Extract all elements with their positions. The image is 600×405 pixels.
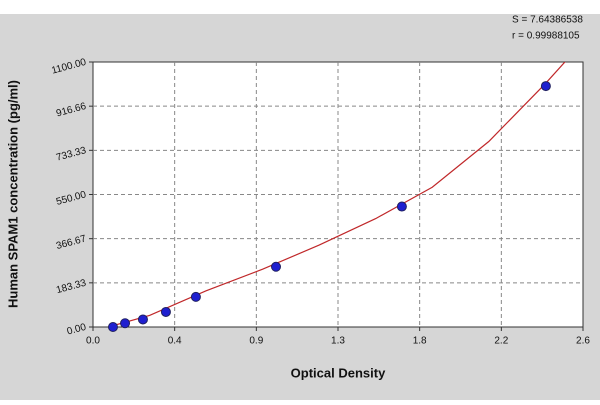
- data-point: [107, 322, 118, 332]
- data-point: [120, 318, 131, 329]
- x-tick-label: 2.2: [494, 336, 508, 347]
- data-point: [137, 314, 148, 325]
- y-axis-label: Human SPAM1 concentration (pg/ml): [5, 80, 20, 308]
- data-point: [160, 306, 171, 317]
- x-tick-label: 0.0: [86, 336, 100, 347]
- data-point: [540, 81, 551, 92]
- annotation: S = 7.64386538: [512, 15, 583, 26]
- data-point: [190, 291, 201, 302]
- data-point: [270, 261, 281, 272]
- annotation: r = 0.99988105: [512, 31, 580, 42]
- x-tick-label: 0.9: [249, 336, 263, 347]
- y-tick-label: 0.00: [66, 322, 88, 338]
- x-tick-label: 2.6: [576, 336, 590, 347]
- data-point: [396, 201, 407, 212]
- fit-curve: [107, 62, 566, 327]
- x-tick-label: 0.4: [168, 336, 182, 347]
- x-axis-label: Optical Density: [291, 365, 386, 380]
- x-tick-label: 1.3: [331, 336, 345, 347]
- x-tick-label: 1.8: [413, 336, 427, 347]
